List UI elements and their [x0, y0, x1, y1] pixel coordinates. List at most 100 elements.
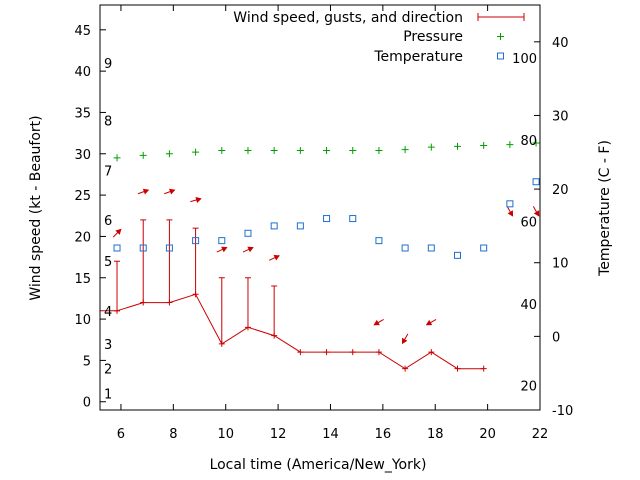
- x-tick-label: 6: [117, 427, 125, 442]
- wind-speed-point: [402, 365, 409, 372]
- temperature-point: [375, 237, 383, 245]
- pressure-point: [91, 156, 98, 163]
- wind-speed-point: [323, 349, 330, 356]
- temperature-point: [323, 215, 331, 223]
- wind-speed-point: [271, 332, 278, 339]
- wind-speed-point: [166, 299, 173, 306]
- pressure-point: [165, 150, 173, 158]
- temperature-point: [454, 251, 461, 259]
- pressure-point: [192, 148, 200, 156]
- wind-direction-arrowhead: [115, 228, 122, 235]
- y2-tick-label: 0: [552, 330, 560, 345]
- x-tick-label: 22: [532, 427, 549, 442]
- y-tick-label: 35: [74, 106, 91, 121]
- wind-direction-arrowhead: [169, 188, 176, 195]
- pressure-point: [296, 146, 304, 154]
- wind-direction-arrowhead: [142, 188, 150, 195]
- beaufort-label: 3: [104, 338, 112, 353]
- pressure-point: [454, 142, 461, 150]
- legend-label-wind: Wind speed, gusts, and direction: [233, 10, 463, 26]
- y-tick-label: 0: [83, 396, 91, 411]
- y2-tick-label: 40: [552, 36, 569, 51]
- beaufort-label: 4: [104, 305, 112, 320]
- y2-tick-label: 20: [552, 183, 569, 198]
- pressure-point: [480, 142, 488, 150]
- plot-frame: [99, 4, 541, 411]
- x-tick-label: 10: [217, 427, 234, 442]
- temperature-point: [427, 244, 435, 252]
- x-tick-label: 14: [322, 427, 339, 442]
- beaufort-label: 8: [104, 115, 112, 130]
- wind-direction-arrowhead: [401, 337, 408, 345]
- fahrenheit-label: 20: [520, 380, 537, 395]
- y-tick-label: 5: [83, 354, 91, 369]
- y-tick-label: 15: [74, 272, 91, 287]
- beaufort-label: 9: [104, 57, 112, 72]
- legend-label-pressure: Pressure: [403, 29, 463, 45]
- pressure-point: [113, 154, 121, 162]
- temperature-point: [113, 244, 121, 252]
- y2-tick-label: 30: [552, 109, 569, 124]
- temperature-point: [192, 237, 200, 245]
- pressure-point: [532, 139, 540, 147]
- wind-direction-arrow: [91, 279, 99, 287]
- beaufort-label: 7: [104, 164, 112, 179]
- wind-speed-point: [454, 365, 461, 372]
- wind-speed-point: [428, 349, 435, 356]
- wind-speed-point: [480, 365, 487, 372]
- pressure-point: [244, 146, 252, 154]
- wind-speed-point: [114, 307, 121, 314]
- wind-direction-arrowhead: [373, 319, 380, 326]
- temperature-point: [139, 244, 147, 252]
- legend-marker-pressure: [497, 33, 504, 40]
- pressure-point: [506, 141, 514, 149]
- pressure-point: [323, 146, 331, 154]
- wind-speed-point: [140, 299, 147, 306]
- y-tick-label: 25: [74, 189, 91, 204]
- pressure-point: [401, 146, 409, 154]
- wind-speed-point: [92, 308, 98, 314]
- beaufort-label: 2: [104, 363, 112, 378]
- temperature-point: [401, 244, 409, 252]
- wind-speed-point: [218, 340, 225, 347]
- y2-axis-label: Temperature (C - F): [597, 140, 613, 277]
- fahrenheit-label: 100: [512, 52, 537, 67]
- beaufort-label: 1: [104, 387, 112, 402]
- wind-direction-arrowhead: [507, 210, 514, 217]
- pressure-point: [139, 151, 147, 159]
- temperature-point: [506, 200, 514, 208]
- x-tick-label: 16: [375, 427, 392, 442]
- pressure-point: [349, 146, 357, 154]
- pressure-point: [218, 146, 226, 154]
- temperature-point: [218, 237, 226, 245]
- temperature-point: [244, 229, 252, 237]
- wind-speed-line: [100, 293, 484, 370]
- x-tick-label: 8: [169, 427, 177, 442]
- y-tick-label: 30: [74, 148, 91, 163]
- y-tick-label: 40: [74, 65, 91, 80]
- temperature-point: [349, 215, 357, 223]
- x-axis-label: Local time (America/New_York): [210, 457, 427, 473]
- pressure-point: [270, 146, 278, 154]
- y-tick-label: 10: [74, 313, 91, 328]
- pressure-point: [427, 143, 435, 151]
- temperature-point: [532, 178, 540, 186]
- pressure-point: [375, 146, 383, 154]
- beaufort-label: 5: [104, 255, 112, 270]
- x-tick-label: 20: [479, 427, 496, 442]
- temperature-point: [296, 222, 304, 230]
- x-tick-label: 18: [427, 427, 444, 442]
- legend-marker-temperature: [497, 52, 504, 60]
- wind-direction-arrowhead: [247, 246, 254, 253]
- legend: Wind speed, gusts, and direction Pressur…: [233, 10, 525, 65]
- wind-speed-point: [244, 324, 251, 331]
- wind-direction-arrowhead: [195, 197, 202, 203]
- temperature-point: [270, 222, 278, 230]
- wind-direction-arrowhead: [221, 246, 228, 253]
- wind-speed-point: [349, 349, 356, 356]
- wind-direction-arrowhead: [273, 254, 280, 261]
- wind-direction-arrowhead: [533, 210, 540, 217]
- y-tick-label: 45: [74, 24, 91, 39]
- temperature-point: [480, 244, 488, 252]
